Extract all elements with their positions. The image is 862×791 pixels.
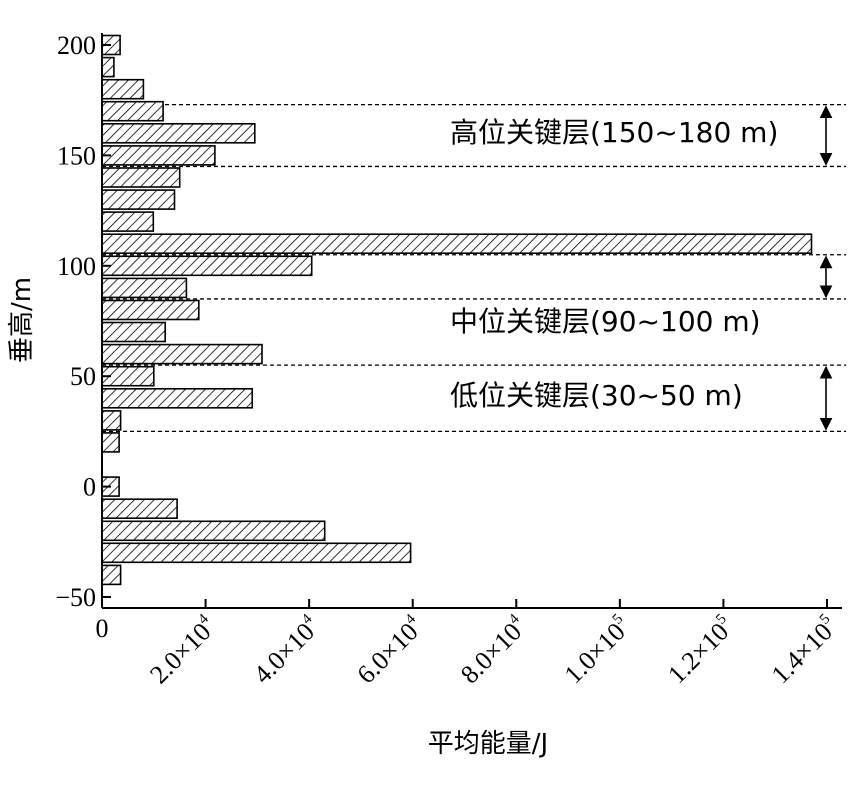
x-tick-label: 6.0×104 [351,611,430,690]
bar-8 [101,211,155,232]
x-tick-label: 4.0×104 [247,611,326,690]
bar-4 [101,123,256,144]
y-axis-title: 垂高/m [7,277,37,363]
bar-17 [101,410,122,431]
key-layer-labels: 高位关键层(150~180 m) 中位关键层(90~100 m) 低位关键层(30~… [450,116,778,412]
x-tick-label: 8.0×104 [454,611,533,690]
bar-18 [101,432,120,453]
bar-9 [101,233,813,254]
bar-7 [101,189,176,210]
bar-1 [101,56,115,78]
y-tick-label: 150 [57,141,96,170]
bar-5 [101,145,216,166]
y-tick-label: 0 [83,473,96,502]
bar-10 [101,255,313,277]
bar-16 [101,387,253,409]
key-layer-label: 低位关键层(30~50 m) [450,379,743,412]
bar-21 [101,520,326,542]
x-tick-label: 1.0×105 [558,611,636,689]
bar-3 [101,100,164,122]
bar-14 [101,343,263,365]
x-tick-label: 1.4×105 [765,611,843,689]
bar-6 [101,167,181,188]
y-tick-label: 50 [70,362,96,391]
x-tick-label: 0 [96,614,109,643]
axes [101,33,842,609]
bar-series [101,34,813,586]
bar-12 [101,299,200,321]
y-tick-label: −50 [55,583,96,612]
bar-13 [101,321,167,343]
x-tick-label: 2.0×104 [144,611,223,690]
x-tick-label: 1.2×105 [661,611,739,689]
bar-11 [101,277,188,299]
y-tick-label: 200 [57,31,96,60]
key-layer-label: 中位关键层(90~100 m) [450,305,761,338]
bar-2 [101,78,145,100]
bar-20 [101,498,178,520]
bar-22 [101,542,412,564]
key-layer-label: 高位关键层(150~180 m) [450,116,778,149]
bar-23 [101,564,122,586]
key-layer-guides [102,103,846,433]
y-tick-label: 100 [57,252,96,281]
x-ticks: 0 2.0×104 4.0×104 6.0×104 8.0×104 1.0×105 1.2×… [96,599,843,690]
y-ticks: 200 150 100 50 0 −50 [55,31,111,612]
x-axis-title: 平均能量/J [428,729,548,759]
